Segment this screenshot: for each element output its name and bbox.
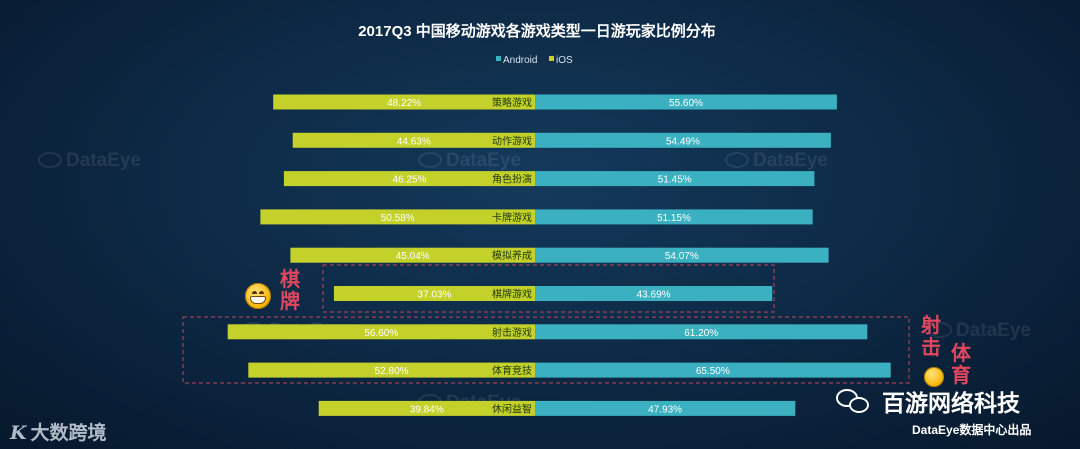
- svg-text:DataEye: DataEye: [956, 320, 1031, 341]
- data-label-ios: 48.22%: [387, 98, 421, 109]
- brand-left-text: 大数跨境: [30, 423, 107, 444]
- bar-android: [535, 209, 813, 225]
- bars-group: 48.22% 55.60% 策略游戏 44.63% 54.49% 动作游戏 46.25% 51…: [227, 94, 891, 416]
- data-label-android: 43.69%: [637, 290, 671, 301]
- category-row: 44.63% 54.49% 动作游戏: [292, 132, 831, 148]
- data-label-android: 61.20%: [684, 328, 718, 339]
- bar-ios: [260, 209, 535, 225]
- data-label-android: 54.07%: [665, 251, 699, 262]
- category-row: 45.04% 54.07% 模拟养成: [290, 247, 829, 263]
- category-label: 卡牌游戏: [492, 211, 532, 224]
- category-row: 39.84% 47.93% 休闲益智: [318, 400, 796, 416]
- bar-android: [535, 286, 773, 301]
- category-label: 策略游戏: [492, 96, 532, 109]
- bar-ios: [273, 94, 535, 110]
- category-label: 体育竞技: [492, 364, 532, 377]
- category-label: 角色扮演: [492, 173, 532, 186]
- category-row: 37.03% 43.69% 棋牌游戏: [333, 286, 773, 301]
- chart-title: 2017Q3 中国移动游戏各游戏类型一日游玩家比例分布: [358, 22, 716, 40]
- legend-label-ios: iOS: [556, 55, 573, 66]
- legend: Android iOS: [496, 55, 573, 66]
- data-label-ios: 46.25%: [392, 175, 426, 186]
- category-row: 52.80% 65.50% 体育竞技: [248, 362, 891, 378]
- data-label-android: 47.93%: [648, 404, 682, 415]
- svg-text:DataEye: DataEye: [753, 150, 828, 171]
- data-label-ios: 37.03%: [418, 290, 452, 301]
- category-label: 动作游戏: [492, 134, 532, 147]
- data-label-ios: 52.80%: [375, 366, 409, 377]
- legend-swatch-android: [496, 56, 501, 61]
- data-label-ios: 45.04%: [396, 251, 430, 262]
- wechat-account: 百游网络科技: [836, 384, 1020, 418]
- legend-label-android: Android: [503, 55, 537, 66]
- category-row: 50.58% 51.15% 卡牌游戏: [260, 209, 813, 225]
- annotation-tiyu: 体育: [951, 341, 971, 387]
- bar-ios: [292, 132, 535, 148]
- legend-swatch-ios: [549, 56, 554, 61]
- watermark: DataEye: [725, 150, 828, 171]
- bar-android: [535, 171, 815, 187]
- bar-ios: [333, 286, 535, 301]
- data-label-android: 55.60%: [669, 98, 703, 109]
- data-label-android: 51.15%: [657, 213, 691, 224]
- data-label-ios: 50.58%: [381, 213, 415, 224]
- category-label: 棋牌游戏: [492, 288, 532, 301]
- category-label: 休闲益智: [492, 402, 532, 415]
- bar-ios: [318, 400, 535, 416]
- bar-android: [535, 362, 891, 378]
- svg-text:DataEye: DataEye: [446, 150, 521, 171]
- annotation-qipai: 棋牌: [280, 267, 300, 313]
- brand-logo-icon: K: [10, 422, 27, 444]
- bar-android: [535, 324, 868, 340]
- data-label-ios: 44.63%: [397, 136, 431, 147]
- bar-android: [535, 94, 837, 110]
- footer-credit: DataEye数据中心出品: [912, 423, 1032, 437]
- bar-android: [535, 247, 829, 263]
- grinning-face-icon: [245, 283, 271, 309]
- watermark: DataEye: [38, 150, 141, 171]
- bar-android: [535, 132, 831, 148]
- category-row: 46.25% 51.45% 角色扮演: [283, 171, 815, 187]
- bar-ios: [283, 171, 535, 187]
- watermark: DataEye: [418, 150, 521, 171]
- brand-left: K 大数跨境: [10, 418, 107, 445]
- data-label-android: 51.45%: [658, 175, 692, 186]
- category-label: 模拟养成: [492, 249, 532, 262]
- wechat-name: 百游网络科技: [882, 390, 1020, 416]
- category-row: 56.60% 61.20% 射击游戏: [227, 324, 868, 340]
- data-label-ios: 56.60%: [364, 328, 398, 339]
- bar-ios: [227, 324, 535, 340]
- category-row: 48.22% 55.60% 策略游戏: [273, 94, 837, 110]
- data-label-android: 54.49%: [666, 136, 700, 147]
- bar-ios: [248, 362, 536, 378]
- annotation-sheji: 射击: [921, 313, 941, 359]
- svg-text:DataEye: DataEye: [66, 150, 141, 171]
- watermark: DataEye: [928, 320, 1031, 341]
- category-label: 射击游戏: [492, 326, 532, 339]
- bar-android: [535, 400, 796, 416]
- wechat-icon: [836, 387, 872, 415]
- data-label-ios: 39.84%: [410, 404, 444, 415]
- fire-face-icon: [924, 367, 944, 387]
- data-label-android: 65.50%: [696, 366, 730, 377]
- highlight-box-shooting-sports: [182, 316, 910, 384]
- highlight-box-qipai: [322, 264, 775, 313]
- bar-ios: [290, 247, 535, 263]
